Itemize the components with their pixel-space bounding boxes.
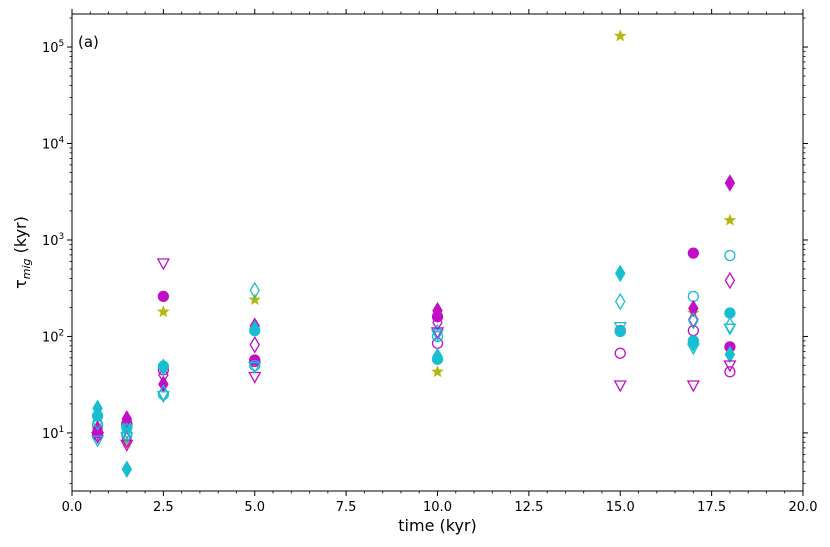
y-axis-label-symbol: τ <box>11 279 30 289</box>
triangle_down-marker <box>156 258 170 271</box>
star-marker <box>613 29 627 42</box>
diamond-marker <box>688 299 699 318</box>
triangle_down-marker <box>90 435 105 448</box>
diamond-marker <box>158 366 169 384</box>
triangle_down-marker <box>686 380 700 393</box>
star-marker <box>431 365 444 378</box>
circle-marker <box>157 290 170 303</box>
star-marker <box>248 293 262 306</box>
x-tick-label: 0.0 <box>62 500 83 515</box>
diamond-marker <box>432 347 443 366</box>
circle-marker <box>431 330 444 343</box>
diamond-marker <box>724 174 736 192</box>
triangle_down-marker <box>120 432 134 445</box>
circle-marker <box>724 366 736 378</box>
diamond-marker <box>688 312 699 330</box>
diamond-marker <box>614 292 626 311</box>
diamond-marker <box>158 358 169 376</box>
triangle_down-marker <box>723 360 737 373</box>
circle-marker <box>249 355 261 368</box>
diamond-marker <box>724 345 736 364</box>
x-tick-label: 2.5 <box>153 500 174 515</box>
circle-marker <box>614 325 626 337</box>
circle-marker <box>614 347 626 359</box>
y-axis-label-unit: (kyr) <box>11 216 30 258</box>
triangle_down-marker <box>120 439 134 452</box>
diamond-marker <box>432 301 443 320</box>
circle-marker <box>724 249 736 262</box>
y-tick-label: 103 <box>42 232 64 249</box>
x-tick-label: 20.0 <box>789 500 818 515</box>
diamond-marker <box>724 271 736 290</box>
triangle_down-marker <box>613 321 627 334</box>
diamond-marker <box>724 316 736 335</box>
circle-marker <box>687 247 699 259</box>
data-marks <box>90 29 737 479</box>
triangle_down-marker <box>430 327 445 340</box>
x-tick-label: 5.0 <box>244 500 265 515</box>
y-tick-label: 102 <box>42 328 64 345</box>
star-marker <box>157 305 170 318</box>
y-axis-label: τmig (kyr) <box>11 216 33 289</box>
y-tick-label: 101 <box>42 425 64 442</box>
star-marker <box>723 213 737 226</box>
diamond-marker <box>249 320 261 338</box>
triangle_down-marker <box>613 380 627 393</box>
y-tick-label: 105 <box>42 39 64 56</box>
diamond-marker <box>249 281 261 300</box>
diamond-marker <box>121 422 133 440</box>
triangle_down-marker <box>90 432 105 445</box>
diamond-marker <box>614 264 626 283</box>
diamond-marker <box>688 310 699 329</box>
x-tick-label: 7.5 <box>336 500 357 515</box>
triangle_down-marker <box>430 329 445 342</box>
diamond-marker <box>688 334 699 353</box>
y-axis-label-subscript: mig <box>20 258 33 279</box>
axis-ticks: 0.0 2.5 5.0 7.5 10.0 12.5 15.0 17.5 20.0 101 102 10… <box>42 9 817 515</box>
circle-marker <box>249 359 261 372</box>
circle-marker <box>724 307 736 319</box>
x-tick-label: 10.0 <box>423 500 452 515</box>
x-tick-label: 17.5 <box>697 500 726 515</box>
y-tick-label: 104 <box>42 136 65 153</box>
diamond-marker <box>92 413 103 431</box>
panel-label: (a) <box>78 33 99 51</box>
x-tick-label: 15.0 <box>606 500 635 515</box>
diamond-marker <box>121 410 133 428</box>
diamond-marker <box>121 460 133 479</box>
triangle_down-marker <box>248 362 262 375</box>
x-axis-label: time (kyr) <box>398 516 476 535</box>
triangle_down-marker <box>156 391 170 404</box>
diamond-marker <box>158 384 169 402</box>
x-tick-label: 12.5 <box>514 500 543 515</box>
diamond-marker <box>92 399 103 418</box>
diamond-marker <box>249 335 261 354</box>
plot-frame <box>71 13 804 492</box>
diamond-marker <box>92 422 103 440</box>
triangle_down-marker <box>723 323 737 336</box>
triangle_down-marker <box>686 343 700 356</box>
